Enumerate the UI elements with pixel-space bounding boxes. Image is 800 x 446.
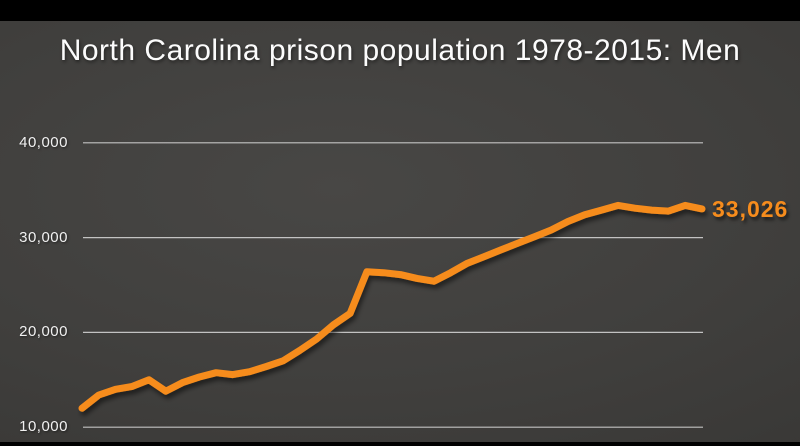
y-tick-label-30,000: 30,000 (19, 228, 68, 246)
series-line-men (78, 201, 706, 412)
top-letterbox-bar (0, 0, 800, 21)
y-tick-label-10,000: 10,000 (19, 418, 68, 436)
y-tick-label-40,000: 40,000 (19, 133, 68, 151)
series-end-value-label: 33,026 (712, 195, 789, 222)
y-tick-label-20,000: 20,000 (19, 323, 68, 341)
bottom-letterbox-bar (0, 442, 800, 446)
chart-title: North Carolina prison population 1978-20… (59, 34, 741, 67)
